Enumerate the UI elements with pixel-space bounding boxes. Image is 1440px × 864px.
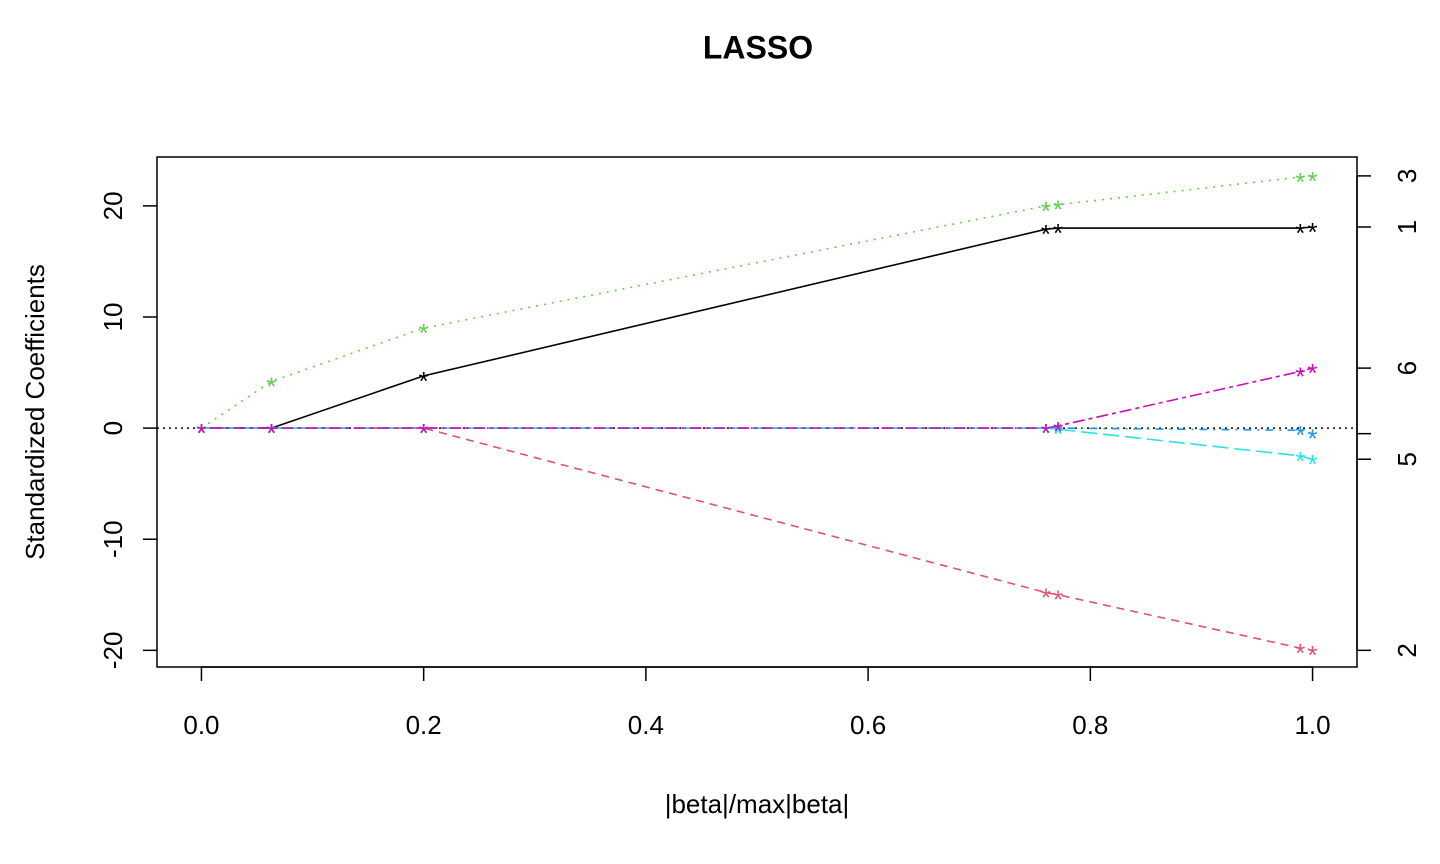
point-marker: * xyxy=(1053,416,1063,446)
point-marker: * xyxy=(1295,218,1305,248)
point-marker: * xyxy=(419,318,429,348)
y-tick-label: -20 xyxy=(98,632,128,670)
x-tick-label: 0.0 xyxy=(183,710,219,740)
series-line xyxy=(201,427,1313,435)
y2-tick-label: 2 xyxy=(1392,643,1422,657)
point-marker: * xyxy=(1053,418,1063,448)
point-marker: * xyxy=(1041,582,1051,612)
point-marker: * xyxy=(1041,219,1051,249)
point-marker: * xyxy=(1053,218,1063,248)
point-marker: * xyxy=(1041,418,1051,448)
point-marker: * xyxy=(1307,217,1317,247)
y-axis-label: Standardized Coefficients xyxy=(20,264,50,560)
point-marker: * xyxy=(1307,424,1317,454)
point-marker: * xyxy=(196,418,206,448)
x-tick-label: 0.4 xyxy=(628,710,664,740)
plot-frame xyxy=(156,156,1358,668)
point-marker: * xyxy=(1053,585,1063,615)
point-marker: * xyxy=(196,418,206,448)
x-tick-label: 0.6 xyxy=(850,710,886,740)
series-line xyxy=(201,175,1313,429)
chart-title: LASSO xyxy=(703,29,813,65)
y-tick-label: 0 xyxy=(98,421,128,435)
x-axis-label: |beta|/max|beta| xyxy=(665,789,850,819)
point-marker: * xyxy=(266,418,276,448)
point-marker: * xyxy=(1307,449,1317,479)
point-marker: * xyxy=(419,418,429,448)
point-marker: * xyxy=(1295,361,1305,391)
point-marker: * xyxy=(1307,640,1317,670)
series-line xyxy=(201,427,1313,652)
series-line xyxy=(201,427,1313,460)
point-marker: * xyxy=(1041,196,1051,226)
point-marker: * xyxy=(266,418,276,448)
point-marker: * xyxy=(1295,420,1305,450)
point-marker: * xyxy=(1295,638,1305,668)
point-marker: * xyxy=(1041,418,1051,448)
point-marker: * xyxy=(1307,166,1317,196)
point-marker: * xyxy=(196,418,206,448)
point-marker: * xyxy=(196,418,206,448)
point-marker: * xyxy=(196,418,206,448)
y-tick-label: 10 xyxy=(98,303,128,332)
point-marker: * xyxy=(266,418,276,448)
point-marker: * xyxy=(1053,419,1063,449)
y2-tick-label: 3 xyxy=(1392,169,1422,183)
y2-tick-label: 6 xyxy=(1392,361,1422,375)
point-marker: * xyxy=(266,418,276,448)
x-tick-label: 0.8 xyxy=(1072,710,1108,740)
point-marker: * xyxy=(1295,446,1305,476)
y-tick-label: 20 xyxy=(98,191,128,220)
point-marker: * xyxy=(1053,195,1063,225)
point-marker: * xyxy=(266,371,276,401)
y2-tick-label: 5 xyxy=(1392,452,1422,466)
point-marker: * xyxy=(419,418,429,448)
point-marker: * xyxy=(419,418,429,448)
point-marker: * xyxy=(1307,358,1317,388)
point-marker: * xyxy=(1041,418,1051,448)
series-line xyxy=(201,226,1313,429)
y2-tick-label: 1 xyxy=(1392,220,1422,234)
point-marker: * xyxy=(419,418,429,448)
series-line xyxy=(201,367,1313,429)
point-marker: * xyxy=(196,418,206,448)
x-tick-label: 1.0 xyxy=(1294,710,1330,740)
point-marker: * xyxy=(419,366,429,396)
point-marker: * xyxy=(266,418,276,448)
point-marker: * xyxy=(1295,167,1305,197)
y-tick-label: -10 xyxy=(98,520,128,558)
x-tick-label: 0.2 xyxy=(406,710,442,740)
